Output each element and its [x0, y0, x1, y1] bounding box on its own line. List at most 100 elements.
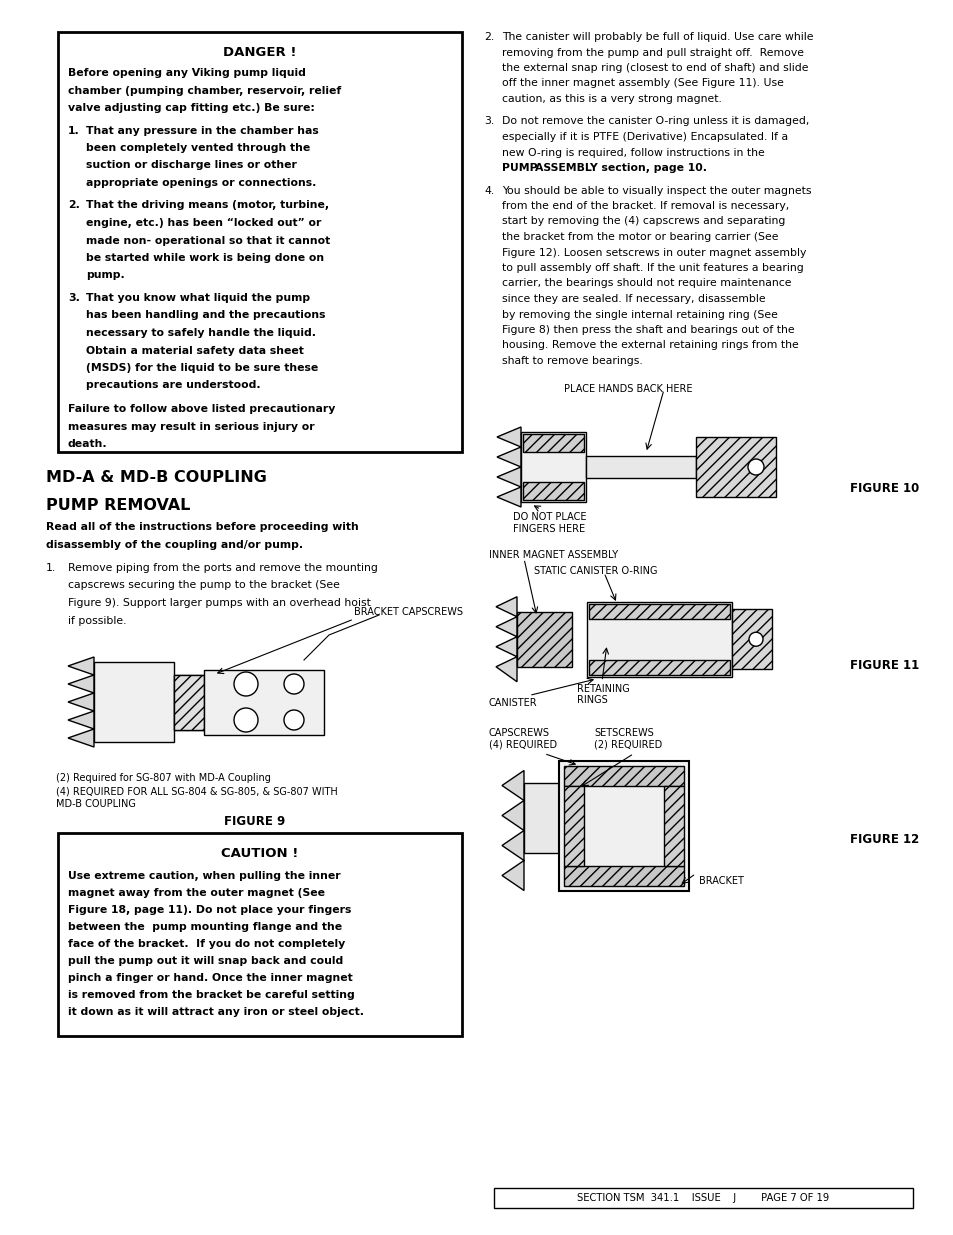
Bar — [558, 761, 688, 890]
Text: STATIC CANISTER O-RING: STATIC CANISTER O-RING — [534, 567, 657, 577]
Bar — [588, 659, 729, 674]
Bar — [663, 785, 683, 866]
Text: DO NOT PLACE
FINGERS HERE: DO NOT PLACE FINGERS HERE — [513, 513, 586, 534]
Text: SETSCREWS
(2) REQUIRED: SETSCREWS (2) REQUIRED — [594, 727, 661, 750]
Text: BRACKET CAPSCREWS: BRACKET CAPSCREWS — [354, 606, 462, 618]
Text: capscrews securing the pump to the bracket (See: capscrews securing the pump to the brack… — [68, 580, 339, 590]
Text: face of the bracket.  If you do not completely: face of the bracket. If you do not compl… — [68, 939, 345, 948]
Bar — [173, 674, 204, 730]
Text: made non- operational so that it cannot: made non- operational so that it cannot — [86, 236, 330, 246]
Text: precautions are understood.: precautions are understood. — [86, 380, 260, 390]
Text: INNER MAGNET ASSEMBLY: INNER MAGNET ASSEMBLY — [489, 551, 618, 561]
Text: Remove piping from the ports and remove the mounting: Remove piping from the ports and remove … — [68, 563, 377, 573]
Bar — [520, 432, 585, 501]
Bar — [696, 437, 775, 496]
Text: between the  pump mounting flange and the: between the pump mounting flange and the — [68, 923, 342, 932]
Text: off the inner magnet assembly (See Figure 11). Use: off the inner magnet assembly (See Figur… — [501, 79, 783, 89]
Text: by removing the single internal retaining ring (See: by removing the single internal retainin… — [501, 310, 777, 320]
Text: FIGURE 9: FIGURE 9 — [224, 815, 285, 827]
Text: FIGURE 11: FIGURE 11 — [849, 659, 919, 672]
Circle shape — [747, 459, 763, 475]
Text: pull the pump out it will snap back and could: pull the pump out it will snap back and … — [68, 956, 343, 966]
Text: 4.: 4. — [483, 185, 494, 195]
Text: 2.: 2. — [483, 32, 494, 42]
Text: from the end of the bracket. If removal is necessary,: from the end of the bracket. If removal … — [501, 201, 788, 211]
Bar — [563, 766, 683, 785]
Bar — [588, 604, 729, 619]
Text: RETAINING
RINGS: RETAINING RINGS — [577, 683, 629, 705]
Circle shape — [748, 632, 762, 646]
Text: (MSDS) for the liquid to be sure these: (MSDS) for the liquid to be sure these — [86, 363, 318, 373]
Text: MD-A & MD-B COUPLING: MD-A & MD-B COUPLING — [46, 471, 267, 485]
Text: start by removing the (4) capscrews and separating: start by removing the (4) capscrews and … — [501, 216, 784, 226]
Circle shape — [233, 672, 257, 697]
Text: housing. Remove the external retaining rings from the: housing. Remove the external retaining r… — [501, 341, 798, 351]
Text: especially if it is PTFE (Derivative) Encapsulated. If a: especially if it is PTFE (Derivative) En… — [501, 132, 787, 142]
Bar — [563, 785, 583, 866]
Text: (4) REQUIRED FOR ALL SG-804 & SG-805, & SG-807 WITH: (4) REQUIRED FOR ALL SG-804 & SG-805, & … — [56, 785, 337, 797]
Bar — [522, 433, 583, 452]
Text: engine, etc.) has been “locked out” or: engine, etc.) has been “locked out” or — [86, 219, 321, 228]
Text: (2) Required for SG-807 with MD-A Coupling: (2) Required for SG-807 with MD-A Coupli… — [56, 773, 271, 783]
Text: has been handling and the precautions: has been handling and the precautions — [86, 310, 325, 321]
Text: magnet away from the outer magnet (See: magnet away from the outer magnet (See — [68, 888, 325, 898]
Bar — [522, 482, 583, 500]
Text: the external snap ring (closest to end of shaft) and slide: the external snap ring (closest to end o… — [501, 63, 807, 73]
Bar — [517, 611, 572, 667]
Circle shape — [233, 708, 257, 732]
Bar — [563, 866, 683, 885]
Text: MD-B COUPLING: MD-B COUPLING — [56, 799, 135, 809]
Text: it down as it will attract any iron or steel object.: it down as it will attract any iron or s… — [68, 1007, 364, 1016]
Text: Before opening any Viking pump liquid: Before opening any Viking pump liquid — [68, 68, 306, 78]
Text: chamber (pumping chamber, reservoir, relief: chamber (pumping chamber, reservoir, rel… — [68, 85, 341, 95]
Text: PLACE HANDS BACK HERE: PLACE HANDS BACK HERE — [563, 384, 692, 394]
Text: Figure 8) then press the shaft and bearings out of the: Figure 8) then press the shaft and beari… — [501, 325, 794, 335]
Text: been completely vented through the: been completely vented through the — [86, 143, 310, 153]
Bar — [563, 866, 683, 885]
Text: SECTION TSM  341.1    ISSUE    J        PAGE 7 OF 19: SECTION TSM 341.1 ISSUE J PAGE 7 OF 19 — [577, 1193, 829, 1203]
Bar — [517, 611, 572, 667]
Bar — [173, 674, 204, 730]
Text: Figure 9). Support larger pumps with an overhead hoist: Figure 9). Support larger pumps with an … — [68, 598, 371, 608]
Text: appropriate openings or connections.: appropriate openings or connections. — [86, 178, 316, 188]
Bar — [731, 609, 771, 669]
Bar — [523, 783, 558, 853]
Polygon shape — [497, 427, 520, 508]
Text: Figure 12). Loosen setscrews in outer magnet assembly: Figure 12). Loosen setscrews in outer ma… — [501, 247, 805, 258]
Text: is removed from the bracket be careful setting: is removed from the bracket be careful s… — [68, 990, 355, 1000]
Bar — [588, 604, 729, 619]
Text: FIGURE 12: FIGURE 12 — [849, 832, 919, 846]
Text: CAUTION !: CAUTION ! — [221, 847, 298, 860]
Bar — [731, 609, 771, 669]
Text: Read all of the instructions before proceeding with: Read all of the instructions before proc… — [46, 522, 358, 532]
Text: Obtain a material safety data sheet: Obtain a material safety data sheet — [86, 346, 304, 356]
Text: the bracket from the motor or bearing carrier (See: the bracket from the motor or bearing ca… — [501, 232, 778, 242]
Text: be started while work is being done on: be started while work is being done on — [86, 253, 324, 263]
Text: pinch a finger or hand. Once the inner magnet: pinch a finger or hand. Once the inner m… — [68, 973, 353, 983]
Text: ASSEMBLY section, page 10.: ASSEMBLY section, page 10. — [535, 163, 706, 173]
Bar — [94, 662, 173, 742]
Bar — [522, 433, 583, 452]
Text: carrier, the bearings should not require maintenance: carrier, the bearings should not require… — [501, 279, 791, 289]
Text: You should be able to visually inspect the outer magnets: You should be able to visually inspect t… — [501, 185, 811, 195]
Text: necessary to safely handle the liquid.: necessary to safely handle the liquid. — [86, 329, 315, 338]
Bar — [173, 674, 204, 730]
Text: CAPSCREWS
(4) REQUIRED: CAPSCREWS (4) REQUIRED — [489, 727, 557, 750]
Circle shape — [284, 710, 304, 730]
Text: DANGER !: DANGER ! — [223, 46, 296, 59]
Text: Use extreme caution, when pulling the inner: Use extreme caution, when pulling the in… — [68, 871, 340, 881]
Bar — [588, 659, 729, 674]
Text: valve adjusting cap fitting etc.) Be sure:: valve adjusting cap fitting etc.) Be sur… — [68, 103, 314, 112]
Bar — [494, 1188, 912, 1208]
Text: shaft to remove bearings.: shaft to remove bearings. — [501, 356, 642, 366]
Text: removing from the pump and pull straight off.  Remove: removing from the pump and pull straight… — [501, 47, 803, 58]
Text: CANISTER: CANISTER — [489, 698, 537, 708]
Text: to pull assembly off shaft. If the unit features a bearing: to pull assembly off shaft. If the unit … — [501, 263, 803, 273]
Circle shape — [284, 674, 304, 694]
Text: caution, as this is a very strong magnet.: caution, as this is a very strong magnet… — [501, 94, 721, 104]
Text: measures may result in serious injury or: measures may result in serious injury or — [68, 421, 314, 431]
Polygon shape — [496, 597, 517, 682]
Bar — [58, 832, 461, 1036]
Text: BRACKET: BRACKET — [699, 876, 743, 885]
Text: Figure 18, page 11). Do not place your fingers: Figure 18, page 11). Do not place your f… — [68, 905, 351, 915]
